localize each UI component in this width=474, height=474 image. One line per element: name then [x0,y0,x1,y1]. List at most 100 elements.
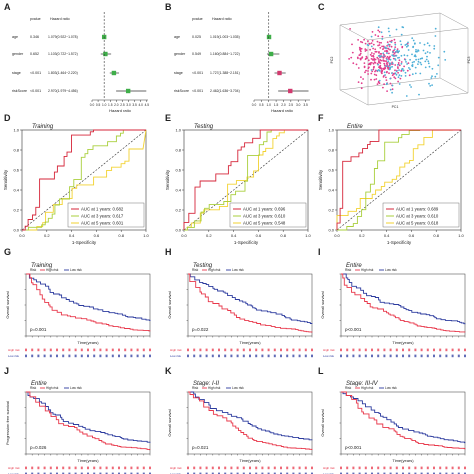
scatter-point-low [397,76,400,79]
km-l-curve-low [341,391,466,444]
scatter-point-high [376,83,379,85]
km-h-risk-count [242,348,245,352]
km-h-legend-high: High risk [208,268,221,272]
scatter-point-high [385,79,388,81]
scatter-point-low [389,58,392,61]
km-j-legend-low: Low risk [70,386,82,390]
forest-a-x-tick-label: 4.0 [138,103,143,107]
km-i-risk-count [420,348,423,352]
km-l-risk-count [364,472,367,474]
panel-letter-h: H [165,247,172,257]
roc-e-curve-3y [184,129,308,231]
scatter-point-low [398,69,400,71]
km-h-curve-low [188,273,313,324]
km-k-risk-count [187,466,189,470]
km-g-risk-count [111,348,114,352]
roc-e-legend-label: AUC at 3 years: 0.610 [243,214,286,219]
km-g-risk-count [105,348,108,352]
scatter-point-low [398,74,401,77]
km-i-risk-count [377,354,380,358]
forest-a-x-tick-label: 3.0 [126,103,131,107]
scatter-box-edge [439,12,469,29]
km-g-risk-count [80,354,83,358]
km-k-risk-count [267,466,270,470]
km-j-risk-count [118,466,120,470]
scatter-point-high [377,44,379,47]
scatter-point-low [421,57,423,60]
km-i-risk-count [439,354,442,358]
km-l-risk-count [346,466,349,470]
panel-letter-f: F [318,113,324,123]
km-h-legend-low: Low risk [232,268,244,272]
km-g-risk-count [68,354,71,358]
km-l-risk-count [420,472,423,474]
scatter-point-low [398,83,401,85]
km-l-risk-count [402,466,404,470]
km-j-risk-count [25,472,27,474]
scatter-point-high [360,50,362,53]
forest-b-row-label: stage [174,71,183,75]
scatter-point-high [357,39,359,41]
roc-d-y-tick-label: 0.6 [13,168,19,173]
scatter-point-low [389,88,392,91]
scatter-point-high [374,61,377,64]
km-j-x-axis-label: Time(years) [77,458,99,463]
km-j-risk-count [43,466,46,470]
roc-e-x-tick-label: 0.2 [206,233,212,238]
scatter-point-low [395,50,397,53]
km-l-risk-count [389,466,392,470]
scatter-point-high [375,78,378,80]
km-h-risk-count [280,348,282,352]
scatter-point-low [407,49,410,51]
km-i-risk-count [340,348,342,352]
km-k-risk-count [230,466,233,470]
km-h-risk-count [187,354,189,358]
km-i-risk-count [346,354,349,358]
panel-letter-e: E [165,113,171,123]
km-h-risk-count [211,348,214,352]
km-i-risk-count [408,354,411,358]
km-j-y-axis-label: Progression free survival [5,401,10,445]
scatter-point-high [378,41,381,44]
km-k-risk-count [261,472,264,474]
km-g-risk-count [43,354,46,358]
scatter-point-low [383,71,386,74]
scatter-point-high [382,67,384,70]
km-g-risk-count [37,348,40,352]
scatter-point-low [388,30,390,33]
scatter-box-edge [339,24,369,41]
km-i-risk-count [439,348,442,352]
km-g-risk-count [80,348,83,352]
roc-d-title: Training [32,124,54,130]
roc-f-legend-label: AUC at 5 years: 0.618 [396,221,439,226]
scatter-point-high [406,69,409,72]
km-h-risk-count [199,354,202,358]
forest-a-row-hr-text: 1.079(0.922~1.078) [48,35,78,39]
scatter-point-low [370,35,373,38]
km-h-risk-count [255,354,258,358]
scatter-point-low [417,60,420,63]
scatter-point-high [388,52,390,55]
scatter-point-low [426,51,429,53]
scatter-point-low [387,60,390,63]
scatter-point-high [398,64,401,67]
scatter-point-high [393,76,396,78]
forest-a-row-hr-text: 2.970(1.979~4.456) [48,89,78,93]
scatter-point-high [364,71,366,74]
scatter-point-high [400,69,403,72]
roc-e-y-tick-label: 0.6 [175,168,181,173]
scatter-point-high [372,62,375,65]
forest-b-x-tick-label: 3.0 [296,103,301,107]
panel-letter-g: G [4,247,11,257]
scatter-point-high [365,49,368,51]
roc-e-frame [183,129,309,231]
km-k-risk-count [205,466,208,470]
roc-d-legend-label: AUC at 1 years: 0.682 [81,207,124,212]
scatter-point-low [411,61,414,64]
km-g-risk-count [136,354,139,358]
panel-letter-d: D [4,113,11,123]
km-h-risk-count [304,348,307,352]
km-j-curve-low [26,391,151,443]
km-k-risk-count [280,472,282,474]
km-g-risk-count [56,354,58,358]
